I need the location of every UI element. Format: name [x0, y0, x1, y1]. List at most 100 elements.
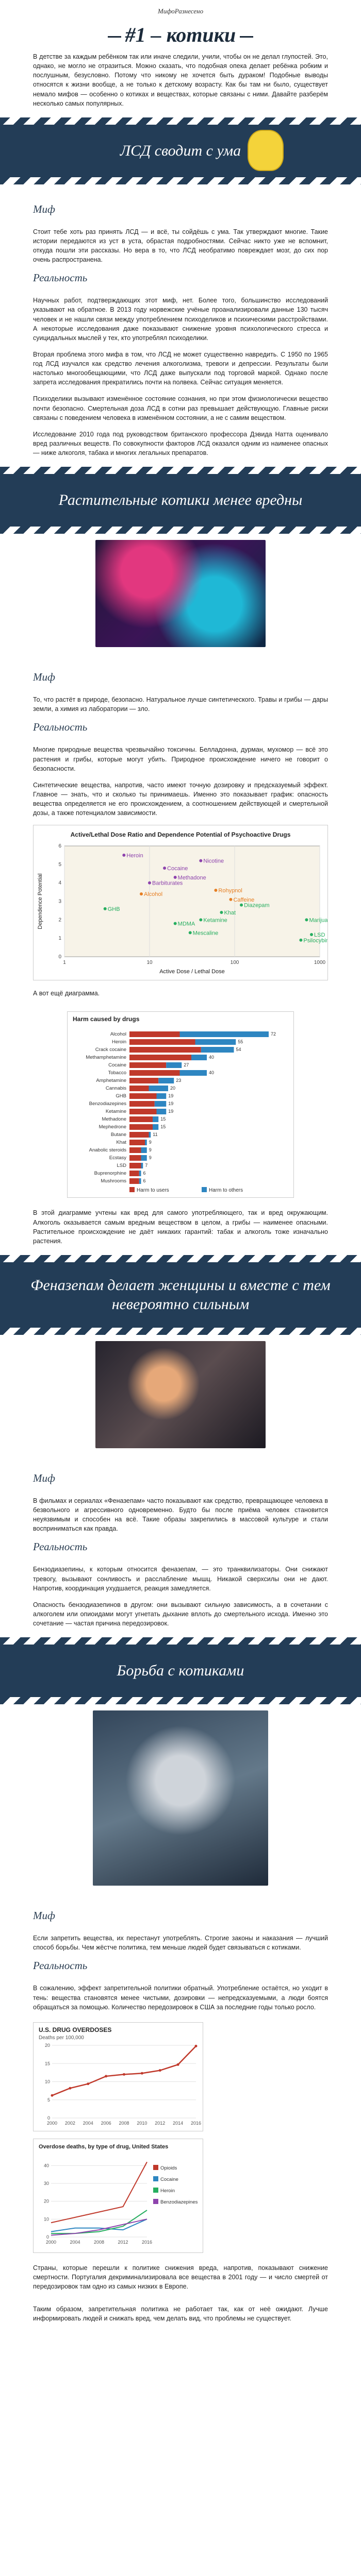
- chart2-category-label: Amphetamine: [96, 1078, 126, 1083]
- chart2-legend-swatch: [129, 1187, 135, 1193]
- chart2-value-label: 27: [184, 1062, 189, 1067]
- chart3-point: [158, 2069, 161, 2072]
- chart1-point-label: Nicotine: [203, 858, 224, 865]
- chart2-value-label: 7: [145, 1163, 147, 1168]
- chart2-bar: [195, 1039, 236, 1045]
- chart2-bar: [129, 1047, 201, 1053]
- chart1-y-tick: 2: [58, 918, 61, 923]
- section-war: Миф Если запретить вещества, их перестан…: [33, 1886, 328, 2012]
- brand[interactable]: МифоРазнесено: [157, 7, 204, 15]
- chart3-point: [51, 2094, 54, 2097]
- chart1-point-label: GHB: [108, 906, 120, 912]
- title-dash-left: [107, 36, 121, 38]
- chart4-x-tick: 2000: [46, 2240, 56, 2245]
- chart2-legend-label: Harm to users: [137, 1188, 169, 1193]
- chart2-category-label: Tobacco: [108, 1070, 126, 1076]
- chart1-title: Active/Lethal Dose Ratio and Dependence …: [71, 831, 291, 838]
- reality-label: Реальность: [33, 721, 88, 734]
- chart2-category-label: Ketamine: [106, 1109, 126, 1114]
- chart1-y-label: Dependence Potential: [37, 874, 43, 929]
- chart2-value-label: 55: [238, 1039, 243, 1044]
- chart3-x-tick: 2004: [83, 2121, 93, 2126]
- chart3-x-tick: 2014: [173, 2121, 183, 2126]
- chart2-value-label: 40: [209, 1055, 214, 1060]
- chart1-point-label: Ketamine: [203, 918, 227, 924]
- chart1-point: [103, 907, 107, 911]
- chart1-point: [305, 918, 308, 922]
- chart1-y-tick: 0: [58, 954, 61, 960]
- chart3-point: [194, 2044, 198, 2047]
- chart4-legend-label: Cocaine: [160, 2177, 178, 2182]
- footer-spacer: [0, 2323, 361, 2344]
- chart2-bar: [166, 1062, 182, 1069]
- chart2-value-label: 19: [168, 1093, 173, 1098]
- chart2-category-label: Heroin: [112, 1039, 126, 1045]
- chart3-x-tick: 2012: [155, 2121, 165, 2126]
- chart1-point: [229, 898, 233, 902]
- chart2-bar: [153, 1124, 159, 1130]
- chart1-point-label: Cocaine: [167, 866, 188, 872]
- chart3-y-tick: 10: [45, 2079, 50, 2084]
- chart2-category-label: Alcohol: [110, 1031, 126, 1037]
- myth-text: То, что растёт в природе, безопасно. Нат…: [33, 696, 328, 713]
- reality-text: Страны, которые перешли к политике сниже…: [33, 2264, 328, 2290]
- chart3-x-tick: 2010: [137, 2121, 147, 2126]
- chart1-point-label: Khat: [224, 910, 236, 916]
- chart3-x-tick: 2000: [47, 2121, 57, 2126]
- chart1-point: [199, 918, 203, 922]
- chart4-legend-label: Heroin: [160, 2188, 175, 2194]
- chart1-point: [220, 911, 223, 914]
- chart2-bar: [141, 1155, 147, 1161]
- chart2-bar: [129, 1062, 167, 1069]
- chart2-category-label: Khat: [116, 1140, 126, 1145]
- chart4-x-tick: 2016: [142, 2240, 152, 2245]
- chart2-bar: [129, 1109, 157, 1115]
- chart4-legend-swatch: [153, 2198, 158, 2204]
- chart4-title: Overdose deaths, by type of drug, United…: [39, 2144, 168, 2150]
- chart4-x-tick: 2008: [94, 2240, 104, 2245]
- chart4-x-tick: 2012: [118, 2240, 128, 2245]
- chart2-title: Harm caused by drugs: [73, 1015, 140, 1023]
- chart3-x-tick: 2008: [119, 2121, 129, 2126]
- chart2-value-label: 19: [168, 1101, 173, 1106]
- section-banner-war: Борьба с котиками: [0, 1637, 361, 1705]
- chart2-category-label: Benzodiazepines: [89, 1101, 127, 1107]
- chart1-point-label: LSD: [314, 932, 325, 938]
- chart2-bar: [129, 1171, 139, 1177]
- chart1-point: [173, 922, 177, 925]
- chart1-point: [148, 881, 151, 885]
- chart2-bar: [156, 1093, 167, 1099]
- chart2-bar: [129, 1163, 141, 1169]
- cat-photo: [93, 1710, 268, 1886]
- section-banner-plants: Растительные котики менее вредны: [0, 467, 361, 534]
- banner-title: Растительные котики менее вредны: [58, 492, 303, 509]
- chart1-point-label: Caffeine: [233, 897, 254, 903]
- overdose-chart: U.S. DRUG OVERDOSES Deaths per 100,000 0 5 1…: [33, 2022, 203, 2131]
- chart2-bar: [129, 1086, 149, 1092]
- reality-label: Реальность: [33, 1540, 88, 1553]
- chart3-x-tick: 2006: [101, 2121, 111, 2126]
- title-text: #1 – котики: [125, 23, 236, 46]
- chart1-point-label: Alcohol: [144, 891, 162, 897]
- chart1-point: [163, 867, 167, 870]
- myth-label: Миф: [33, 1909, 55, 1922]
- chart4-legend-label: Opioids: [160, 2165, 177, 2171]
- chart2-value-label: 11: [153, 1132, 157, 1137]
- chart2-category-label: Buprenorphine: [94, 1171, 126, 1176]
- chart2-category-label: LSD: [117, 1163, 127, 1168]
- chart2-bar: [129, 1132, 149, 1138]
- chart2-category-label: Anabolic steroids: [89, 1147, 127, 1153]
- chart1-point-label: Diazepam: [244, 903, 270, 909]
- reality-text: Психоделики вызывают изменённое состояни…: [33, 395, 328, 421]
- chart4-y-tick: 0: [46, 2234, 49, 2240]
- chart2-category-label: Ecstasy: [109, 1155, 127, 1161]
- chart2-bar: [191, 1055, 207, 1061]
- chart1-plot-area: [64, 845, 320, 957]
- chart2-bar: [129, 1031, 180, 1038]
- chart2-category-label: GHB: [116, 1093, 126, 1099]
- chart2-value-label: 23: [176, 1078, 181, 1083]
- chart1-x-tick: 100: [231, 960, 239, 965]
- chart2-value-label: 15: [160, 1124, 166, 1129]
- chart2-bar: [141, 1147, 147, 1154]
- chart4-y-tick: 40: [44, 2163, 49, 2168]
